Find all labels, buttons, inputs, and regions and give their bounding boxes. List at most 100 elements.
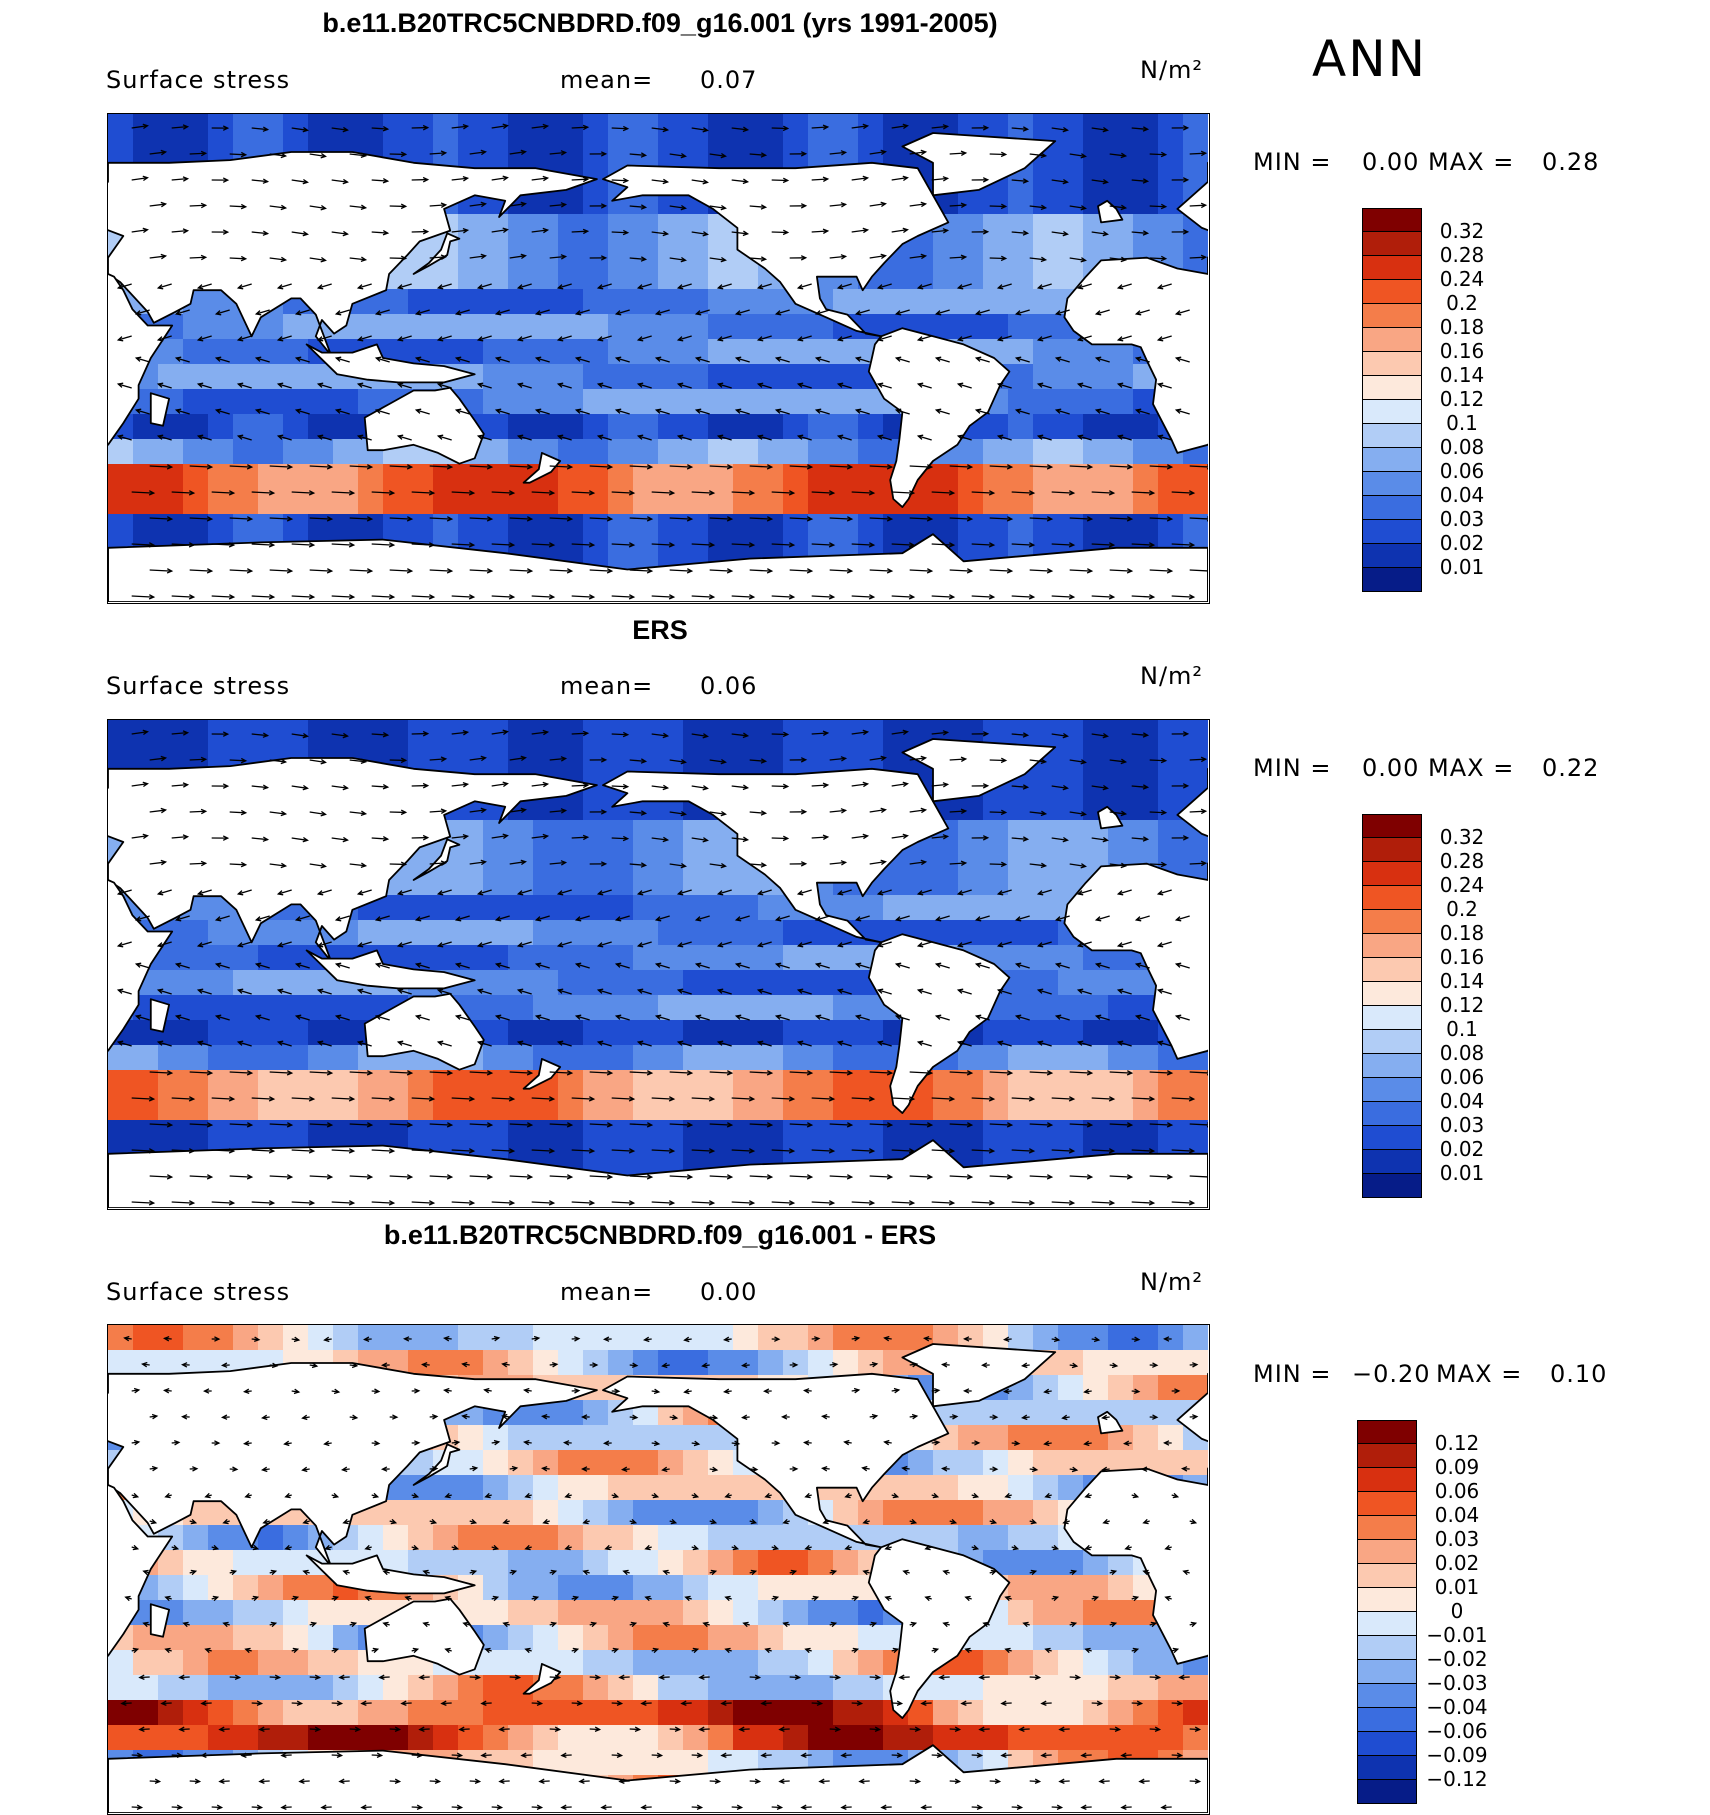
wind-vector-arrow — [261, 1414, 270, 1421]
field-cell — [658, 895, 684, 921]
field-cell — [633, 1700, 659, 1726]
wind-vector-arrow — [411, 1647, 420, 1654]
wind-vector-arrow — [782, 1621, 790, 1628]
wind-vector-arrow — [476, 283, 492, 290]
field-cell — [208, 1575, 234, 1601]
field-cell — [433, 895, 459, 921]
wind-vector-arrow — [1171, 731, 1190, 737]
field-cell — [933, 1450, 959, 1476]
wind-vector-arrow — [571, 1388, 581, 1394]
field-cell — [258, 114, 284, 140]
field-cell — [1133, 164, 1159, 190]
wind-vector-arrow — [1171, 229, 1190, 235]
wind-vector-arrow — [1054, 309, 1070, 316]
wind-vector-arrow — [549, 150, 568, 156]
field-cell — [1133, 114, 1159, 140]
field-cell — [608, 1450, 634, 1476]
wind-vector-arrow — [531, 542, 556, 548]
field-cell — [283, 1625, 309, 1651]
wind-vector-arrow — [716, 283, 732, 290]
field-cell — [608, 1045, 634, 1071]
wind-vector-arrow — [1149, 255, 1168, 262]
field-cell — [108, 1700, 134, 1726]
field-cell — [1058, 1375, 1084, 1401]
wind-vector-arrow — [771, 490, 796, 496]
wind-vector-arrow — [1149, 1621, 1158, 1628]
field-cell — [408, 745, 434, 771]
wind-vector-arrow — [131, 833, 149, 840]
africa-landmass — [1063, 862, 1208, 1060]
wind-vector-arrow — [549, 1122, 574, 1128]
wind-vector-arrow — [562, 1440, 572, 1446]
wind-vector-arrow — [131, 1387, 141, 1394]
wind-vector-arrow — [851, 1148, 876, 1154]
field-cell — [783, 464, 809, 490]
wind-vector-arrow — [916, 1040, 932, 1047]
field-cell — [1058, 439, 1084, 465]
field-cell — [933, 1070, 959, 1096]
field-cell — [283, 1725, 309, 1751]
wind-vector-arrow — [414, 408, 430, 415]
wind-vector-arrow — [629, 464, 654, 470]
wind-vector-arrow — [771, 1200, 796, 1206]
wind-vector-arrow — [436, 988, 452, 995]
wind-vector-arrow — [1131, 178, 1150, 184]
wind-vector-arrow — [1051, 230, 1069, 237]
wind-vector-arrow — [331, 542, 356, 548]
wind-vector-arrow — [661, 1466, 670, 1473]
wind-vector-arrow — [1171, 125, 1190, 131]
wind-vector-arrow — [331, 1200, 356, 1206]
wind-vector-arrow — [509, 1070, 534, 1076]
field-cell — [558, 489, 584, 515]
wind-vector-arrow — [734, 1014, 750, 1021]
field-cell — [783, 339, 809, 365]
wind-vector-arrow — [131, 175, 149, 182]
field-cell — [833, 364, 859, 390]
field-cell — [483, 920, 509, 946]
field-cell — [408, 139, 434, 165]
wind-vector-arrow — [571, 1200, 596, 1206]
wind-vector-arrow — [651, 836, 670, 843]
wind-vector-arrow — [451, 1752, 464, 1759]
wind-vector-arrow — [429, 1465, 439, 1472]
wind-vector-arrow — [949, 254, 968, 260]
wind-vector-arrow — [484, 1492, 492, 1499]
field-cell — [733, 289, 759, 315]
wind-vector-arrow — [771, 731, 790, 738]
wind-vector-arrow — [742, 1621, 750, 1628]
wind-vector-arrow — [549, 202, 568, 208]
wind-vector-arrow — [258, 1726, 270, 1733]
field-cell — [433, 339, 459, 365]
wind-vector-arrow — [924, 1595, 932, 1602]
field-cell — [1008, 1450, 1034, 1476]
wind-vector-arrow — [614, 356, 630, 363]
field-cell — [758, 1650, 784, 1676]
field-cell — [958, 1450, 984, 1476]
field-cell — [658, 1600, 684, 1626]
wind-vector-arrow — [1116, 434, 1132, 441]
field-cell — [1008, 1325, 1034, 1351]
field-cell — [958, 1120, 984, 1146]
south-america-landmass — [867, 933, 1011, 1114]
wind-vector-arrow — [651, 1752, 664, 1759]
field-cell — [1033, 1650, 1059, 1676]
wind-vector-arrow — [749, 810, 768, 816]
wind-vector-arrow — [1131, 784, 1150, 790]
field-cell — [633, 1675, 659, 1701]
field-cell — [1083, 1650, 1109, 1676]
wind-vector-arrow — [156, 988, 172, 995]
field-cell — [1158, 820, 1184, 846]
field-cell — [208, 1600, 234, 1626]
wind-vector-arrow — [611, 1200, 636, 1206]
wind-vector-arrow — [1069, 1674, 1082, 1681]
wind-vector-arrow — [294, 356, 310, 363]
field-cell — [958, 514, 984, 540]
wind-vector-arrow — [316, 283, 332, 290]
colorbar-tick-label: 0.01 — [1439, 1161, 1485, 1185]
wind-vector-arrow — [396, 941, 412, 948]
field-cell — [783, 1020, 809, 1046]
wind-vector-arrow — [531, 1148, 556, 1154]
colorbar-swatch — [1362, 814, 1422, 838]
wind-vector-arrow — [771, 1595, 780, 1602]
field-cell — [258, 339, 284, 365]
